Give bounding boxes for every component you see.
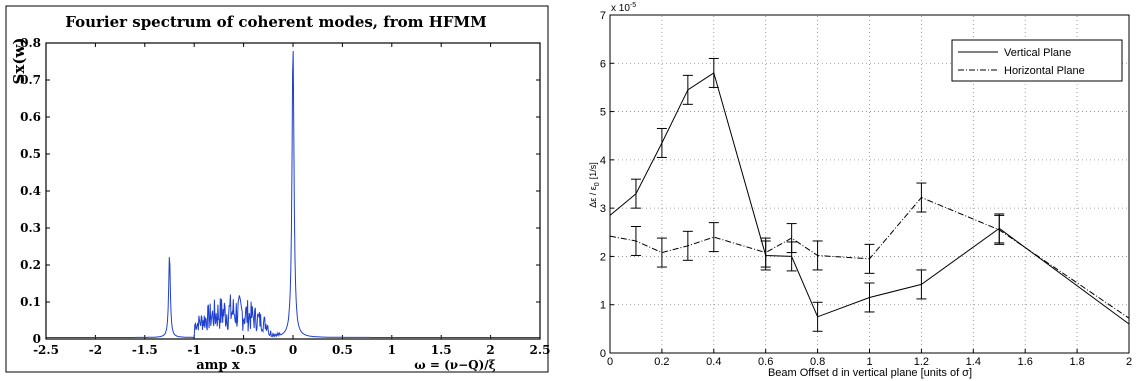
left-y-tick-label: 0.4: [20, 184, 41, 198]
left-x-tick-label: -1.5: [132, 343, 158, 357]
legend-box: [951, 39, 1123, 82]
left-x-tick-label: -1: [188, 343, 201, 357]
left-chart-title: Fourier spectrum of coherent modes, from…: [65, 13, 487, 31]
right-y-tick-label: 7: [600, 10, 606, 22]
error-bar: [630, 225, 641, 256]
right-exponent-label: x 10-5: [611, 2, 636, 14]
error-bar: [656, 127, 667, 158]
left-figure-border: [5, 5, 549, 373]
right-x-tick-label: 1.8: [1069, 356, 1084, 368]
left-x-axis-formula: ω = (ν−Q)/ξ: [414, 358, 496, 372]
left-x-axis-label: amp x: [196, 358, 240, 373]
right-x-tick-label: 1.2: [914, 356, 929, 368]
right-series-group: [609, 57, 1130, 332]
left-y-tick-label: 0.1: [20, 295, 41, 309]
right-y-tick-label: 2: [600, 251, 606, 263]
error-bar: [656, 237, 667, 268]
right-y-tick-label: 3: [600, 203, 606, 215]
fourier-spectrum-chart: Fourier spectrum of coherent modes, from…: [5, 5, 551, 373]
left-y-tick-label: 0.2: [20, 258, 41, 272]
left-x-tick-label: -2: [89, 343, 102, 357]
series-line-horizontal: [609, 196, 1130, 319]
left-y-tick-label: 0.7: [20, 73, 41, 87]
emittance-growth-chart: 0 0.2 0.4 0.6 0.8 1 1.2 1.4 1.6 1.8 2 0 1 2 3 4 5 6 7 x 10…: [588, 2, 1132, 379]
error-bar: [864, 243, 875, 274]
series-line-vertical: [609, 72, 1130, 325]
legend-label-vertical: Vertical Plane: [1004, 47, 1071, 59]
error-bar: [786, 223, 797, 254]
spectrum-curve: [46, 50, 540, 338]
right-y-tick-label: 6: [600, 58, 606, 70]
error-bar: [682, 74, 693, 105]
error-bar: [630, 178, 641, 209]
legend-label-horizontal: Horizontal Plane: [1004, 65, 1085, 77]
left-x-tick-label: 2.5: [530, 343, 551, 357]
legend: Vertical Plane Horizontal Plane: [951, 39, 1123, 82]
right-y-tick-label: 4: [600, 155, 606, 167]
right-y-tick-label: 0: [600, 348, 606, 360]
error-bar: [760, 237, 771, 268]
left-y-tick-label: 0: [33, 332, 41, 346]
left-y-tick-label: 0.3: [20, 221, 41, 235]
right-x-tick-label: 1.6: [1018, 356, 1033, 368]
error-bar: [812, 301, 823, 332]
right-axis-ticks: 0 0.2 0.4 0.6 0.8 1 1.2 1.4 1.6 1.8 2 0 1 2 3 4 5 6 7: [600, 10, 1132, 368]
error-bar: [916, 182, 927, 213]
right-x-tick-label: 0.6: [758, 356, 773, 368]
left-y-axis-label: Sx(w): [10, 38, 28, 85]
error-bar: [994, 214, 1005, 245]
right-x-tick-label: 0.4: [706, 356, 721, 368]
left-x-tick-label: 2: [486, 343, 494, 357]
left-x-tick-label: 1.5: [431, 343, 452, 357]
error-bar: [812, 240, 823, 271]
right-y-tick-label: 5: [600, 107, 606, 119]
right-x-tick-label: 0.8: [810, 356, 825, 368]
left-x-tick-label: 0.5: [332, 343, 353, 357]
left-plot-frame: [45, 42, 541, 340]
right-plot-frame: [609, 14, 1130, 354]
left-x-tick-label: -2.5: [33, 343, 59, 357]
left-y-tick-label: 0.8: [20, 36, 41, 50]
error-bar: [708, 57, 719, 88]
error-bar: [864, 282, 875, 313]
right-y-tick-label: 1: [600, 300, 606, 312]
left-x-tick-label: -0.5: [231, 343, 257, 357]
right-y-axis-label: Δε / ε0[1/s]: [588, 162, 601, 207]
left-y-tick-label: 0.5: [20, 147, 41, 161]
right-x-tick-label: 2: [1126, 356, 1132, 368]
left-x-tick-label: 1: [388, 343, 396, 357]
left-y-tick-label: 0.6: [20, 110, 41, 124]
error-bar: [916, 269, 927, 300]
error-bar: [708, 222, 719, 253]
right-x-tick-label: 1.4: [966, 356, 981, 368]
right-x-axis-label: Beam Offset d in vertical plane [units o…: [768, 367, 972, 379]
right-x-tick-label: 0: [607, 356, 613, 368]
right-x-tick-label: 0.2: [654, 356, 669, 368]
left-x-tick-label: 0: [289, 343, 297, 357]
right-x-tick-label: 1: [866, 356, 872, 368]
error-bar: [682, 230, 693, 261]
